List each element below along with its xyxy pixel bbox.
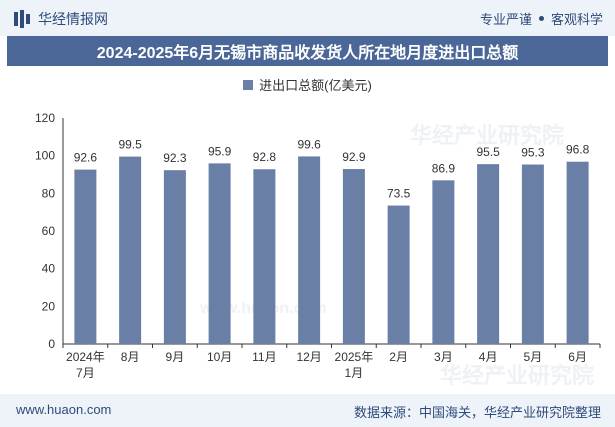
bar [163, 170, 186, 344]
data-label: 92.9 [342, 150, 366, 164]
slogan-2: 客观科学 [550, 12, 603, 27]
x-tick-label-line: 8月 [121, 350, 140, 364]
separator-dot [538, 16, 544, 21]
chart-legend: 进出口总额(亿美元) [0, 75, 615, 94]
x-tick-label-line: 12月 [296, 350, 321, 364]
header-slogan: 专业严谨 客观科学 [480, 9, 603, 28]
x-tick-label: 4月 [479, 350, 498, 364]
brand-logo[interactable]: 华经情报网 [14, 9, 108, 29]
bar [253, 169, 276, 344]
data-label: 92.3 [163, 151, 187, 165]
data-label: 95.5 [476, 145, 500, 159]
bar [119, 156, 142, 344]
bar [298, 156, 321, 344]
y-tick-label: 40 [42, 262, 56, 276]
x-tick-label: 11月 [252, 350, 276, 364]
x-tick-label: 8月 [121, 350, 140, 364]
x-tick-label: 12月 [296, 350, 321, 364]
x-tick-label: 2024年 7月 [66, 350, 105, 380]
x-tick-label-line: 2024年 [66, 350, 105, 364]
x-tick-label-line: 2025年 [335, 350, 374, 364]
y-tick-label: 60 [42, 224, 56, 238]
y-tick-label: 0 [48, 337, 55, 351]
header-bar: 华经情报网 专业严谨 客观科学 [0, 0, 615, 36]
x-tick-label-line: 10月 [207, 350, 232, 364]
data-label: 99.5 [118, 138, 142, 152]
x-tick-label-line: 1月 [345, 366, 364, 380]
footer-bar: www.huaon.com 数据来源：中国海关，华经产业研究院整理 [0, 394, 615, 427]
bar-chart: 0 20 40 60 80 100 120 92.6 2024年 7月 99.5 8月 92.3 9月 95… [35, 111, 601, 380]
x-tick-label: 10月 [207, 350, 232, 364]
data-label: 95.9 [208, 144, 232, 158]
data-label: 95.3 [521, 146, 545, 160]
data-label: 92.6 [74, 151, 98, 165]
bar [342, 169, 365, 344]
y-tick-label: 100 [35, 149, 55, 163]
x-tick-label: 3月 [434, 350, 453, 364]
bar [566, 161, 589, 344]
x-tick-label: 6月 [568, 350, 587, 364]
data-label: 96.8 [566, 143, 590, 157]
brand-logo-icon [14, 10, 30, 28]
x-tick-label-line: 7月 [76, 366, 95, 380]
y-tick-label: 20 [42, 299, 56, 313]
brand-name: 华经情报网 [38, 11, 108, 27]
slogan-1: 专业严谨 [479, 12, 532, 27]
x-tick-label-line: 6月 [568, 350, 587, 364]
x-tick-label-line: 11月 [252, 350, 276, 364]
footer-source: 数据来源：中国海关，华经产业研究院整理 [353, 405, 601, 420]
bar [521, 164, 544, 344]
x-tick-label-line: 5月 [524, 350, 543, 364]
data-label: 92.8 [253, 150, 277, 164]
data-label: 73.5 [387, 187, 411, 201]
data-label: 86.9 [432, 161, 456, 175]
bar [74, 169, 97, 344]
bar [387, 205, 410, 344]
chart-title: 2024-2025年6月无锡市商品收发货人所在地月度进出口总额 [7, 36, 608, 66]
legend-swatch [243, 79, 254, 90]
y-tick-label: 80 [42, 186, 56, 200]
data-label: 99.6 [297, 137, 321, 151]
footer-website[interactable]: www.huaon.com [16, 402, 112, 417]
x-tick-label: 2月 [389, 350, 408, 364]
y-tick-label: 120 [35, 111, 55, 125]
x-tick-label-line: 9月 [166, 350, 185, 364]
bar [432, 180, 455, 344]
x-tick-label-line: 2月 [389, 350, 408, 364]
x-tick-label-line: 4月 [479, 350, 498, 364]
bar [208, 163, 231, 344]
bar [477, 164, 500, 344]
x-tick-label: 9月 [166, 350, 185, 364]
x-tick-label-line: 3月 [434, 350, 453, 364]
legend-label: 进出口总额(亿美元) [259, 78, 372, 93]
x-tick-label: 5月 [524, 350, 543, 364]
x-tick-label: 2025年 1月 [335, 350, 374, 380]
